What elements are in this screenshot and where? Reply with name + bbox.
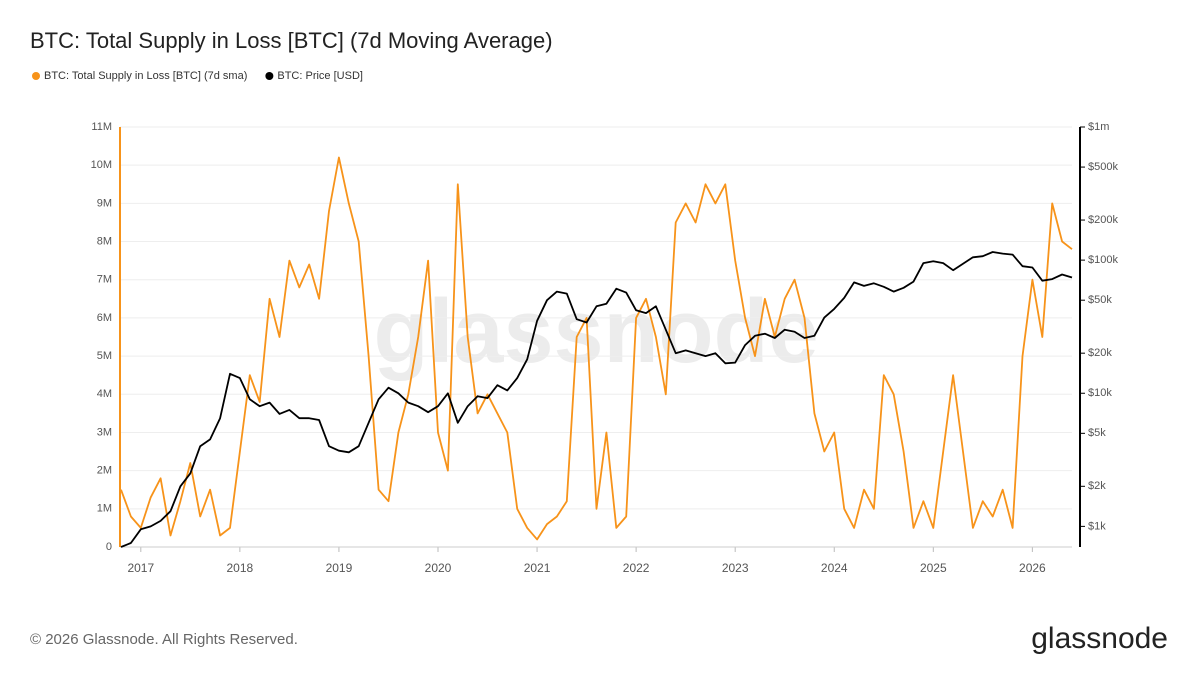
x-tick-label: 2025 xyxy=(920,561,947,575)
y-tick-label: 0 xyxy=(106,541,112,553)
y2-tick-label: $5k xyxy=(1088,427,1106,439)
x-tick-label: 2020 xyxy=(425,561,452,575)
legend-label: BTC: Price [USD] xyxy=(277,70,363,82)
chart-title: BTC: Total Supply in Loss [BTC] (7d Movi… xyxy=(30,28,553,53)
y2-tick-label: $100k xyxy=(1088,254,1118,266)
brand-logo: glassnode xyxy=(1031,622,1168,655)
y2-tick-label: $50k xyxy=(1088,294,1112,306)
x-tick-label: 2026 xyxy=(1019,561,1046,575)
y-tick-label: 8M xyxy=(97,235,112,247)
y-tick-label: 11M xyxy=(91,121,112,133)
y2-tick-label: $20k xyxy=(1088,347,1112,359)
y2-tick-label: $10k xyxy=(1088,387,1112,399)
x-tick-label: 2022 xyxy=(623,561,650,575)
y-tick-label: 1M xyxy=(97,503,112,515)
legend-swatch xyxy=(265,72,274,80)
y2-tick-label: $200k xyxy=(1088,214,1118,226)
x-tick-label: 2023 xyxy=(722,561,749,575)
legend-label: BTC: Total Supply in Loss [BTC] (7d sma) xyxy=(44,70,247,82)
x-tick-label: 2017 xyxy=(127,561,154,575)
y2-tick-label: $500k xyxy=(1088,161,1118,173)
y-tick-label: 6M xyxy=(97,312,112,324)
series-line xyxy=(120,156,1073,541)
y-tick-label: 5M xyxy=(97,350,112,362)
footer: © 2026 Glassnode. All Rights Reserved. xyxy=(30,631,298,648)
x-tick-label: 2021 xyxy=(524,561,551,575)
x-tick-label: 2024 xyxy=(821,561,848,575)
series-line xyxy=(120,251,1073,548)
y2-tick-label: $2k xyxy=(1088,480,1106,492)
watermark: glassnode xyxy=(373,282,818,382)
y2-tick-label: $1k xyxy=(1088,520,1106,532)
x-tick-label: 2019 xyxy=(326,561,353,575)
y-tick-label: 3M xyxy=(97,426,112,438)
legend-swatch xyxy=(32,72,40,80)
x-tick-label: 2018 xyxy=(227,561,254,575)
y-tick-label: 10M xyxy=(91,159,112,171)
y-tick-label: 7M xyxy=(97,274,112,286)
y2-tick-label: $1m xyxy=(1088,121,1109,133)
y-tick-label: 9M xyxy=(97,197,112,209)
y-tick-label: 4M xyxy=(97,388,112,400)
y-tick-label: 2M xyxy=(97,465,112,477)
